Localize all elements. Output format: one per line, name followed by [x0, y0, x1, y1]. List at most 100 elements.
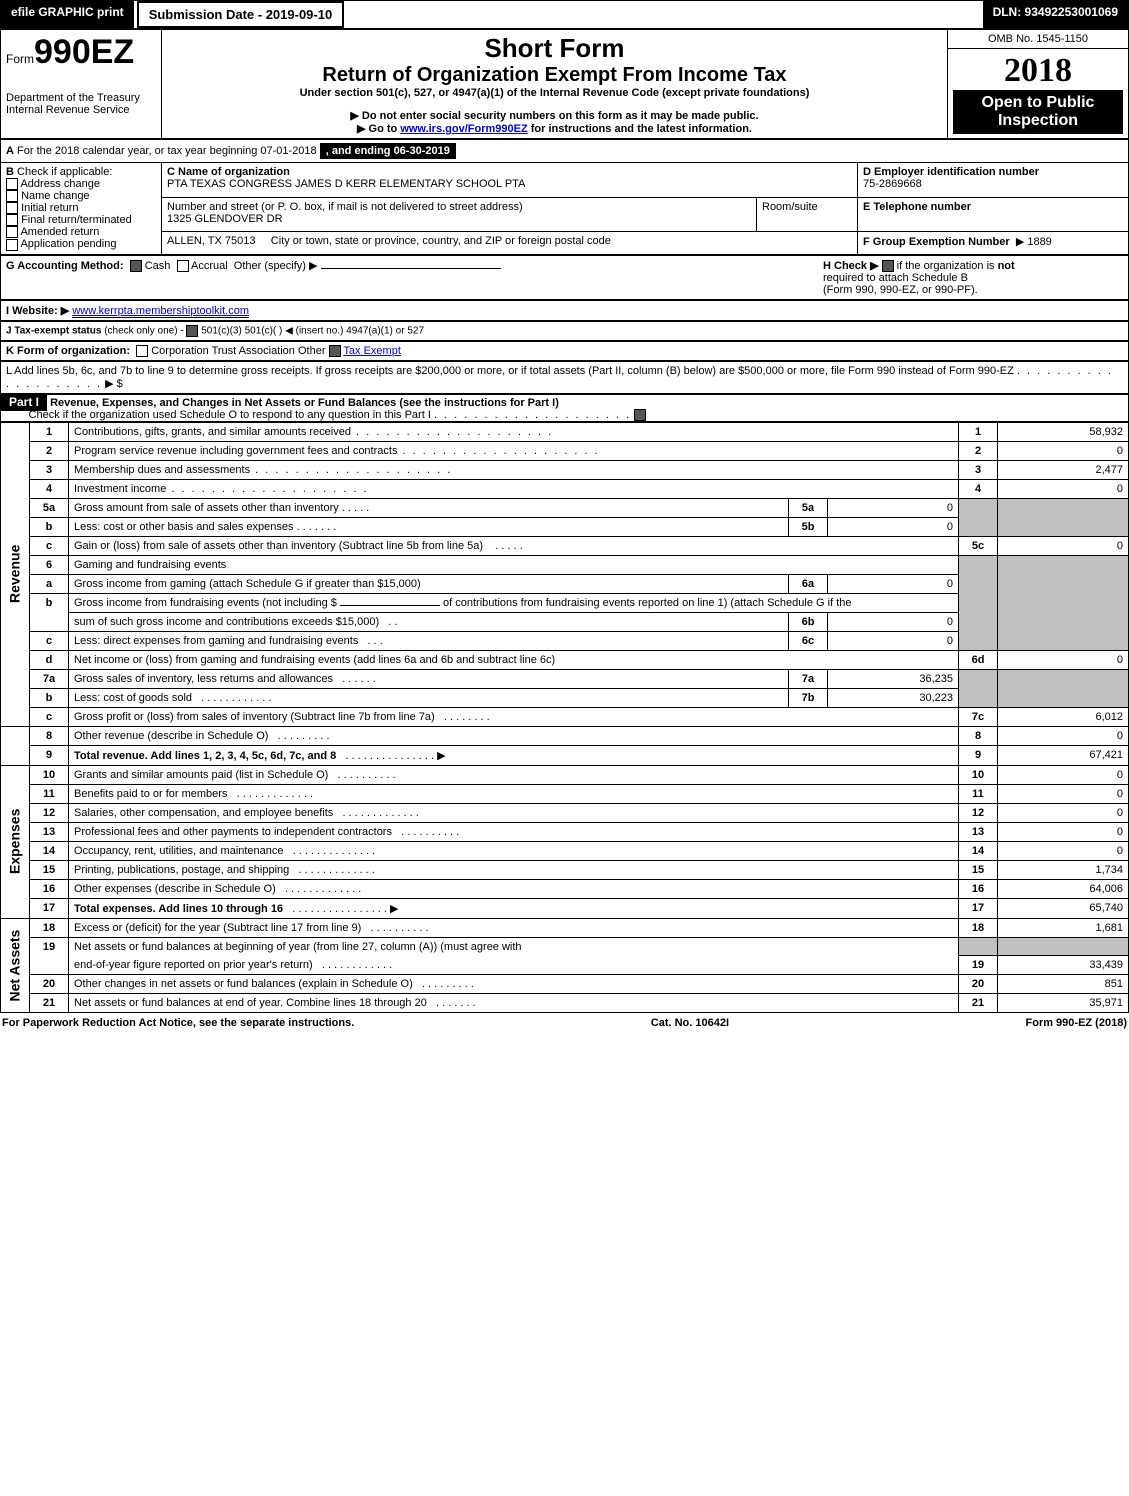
chk-accrual[interactable]	[177, 260, 189, 272]
tax-year: 2018	[953, 52, 1123, 90]
line-9-text: Total revenue. Add lines 1, 2, 3, 4, 5c,…	[74, 750, 336, 762]
efile-print-button[interactable]: efile GRAPHIC print	[1, 1, 135, 28]
line-1-amt: 58,932	[998, 422, 1129, 441]
opt-amended-return: Amended return	[20, 226, 99, 238]
l-arrow: ▶ $	[105, 378, 123, 390]
j-note: (check only one) -	[104, 325, 186, 336]
footer-left: For Paperwork Reduction Act Notice, see …	[2, 1017, 354, 1029]
h-text3: (Form 990, 990-EZ, or 990-PF).	[823, 284, 978, 296]
line-6c-subnum: 6c	[789, 631, 828, 650]
form-prefix: Form	[6, 52, 34, 66]
line-10-text: Grants and similar amounts paid (list in…	[74, 769, 328, 781]
line-7c-ref: 7c	[959, 707, 998, 726]
line-7b-subnum: 7b	[789, 688, 828, 707]
line-17-num: 17	[30, 898, 69, 918]
line-5c-text: Gain or (loss) from sale of assets other…	[74, 540, 483, 552]
part1-heading: Revenue, Expenses, and Changes in Net As…	[50, 397, 559, 409]
line-8-text: Other revenue (describe in Schedule O)	[74, 730, 268, 742]
line-5a-subnum: 5a	[789, 498, 828, 517]
line-a-text: For the 2018 calendar year, or tax year …	[17, 145, 317, 157]
part1-table: Revenue 1 Contributions, gifts, grants, …	[0, 422, 1129, 1014]
addr-value: 1325 GLENDOVER DR	[167, 213, 283, 225]
chk-k-other[interactable]	[329, 345, 341, 357]
chk-cash[interactable]	[130, 260, 142, 272]
h-label: H Check ▶	[823, 260, 879, 272]
line-21-ref: 21	[959, 994, 998, 1013]
footer-right: Form 990-EZ (2018)	[1026, 1017, 1127, 1029]
j-label: J Tax-exempt status	[6, 325, 101, 336]
chk-amended-return[interactable]	[6, 226, 18, 238]
line-5a-num: 5a	[30, 498, 69, 517]
line-20-amt: 851	[998, 975, 1129, 994]
line-16-num: 16	[30, 879, 69, 898]
line-5a-subamt: 0	[828, 498, 959, 517]
line-6d-ref: 6d	[959, 650, 998, 669]
form-header: Form990EZ Department of the Treasury Int…	[0, 29, 1129, 139]
dept-treasury: Department of the Treasury	[6, 92, 156, 104]
city-label: City or town, state or province, country…	[271, 235, 611, 247]
chk-name-change[interactable]	[6, 190, 18, 202]
chk-schedule-o[interactable]	[634, 409, 646, 421]
h-text2: required to attach Schedule B	[823, 272, 968, 284]
h-not: not	[998, 260, 1015, 272]
line-17-amt: 65,740	[998, 898, 1129, 918]
line-6b-blank[interactable]	[340, 605, 440, 606]
line-10-amt: 0	[998, 765, 1129, 784]
chk-application-pending[interactable]	[6, 239, 18, 251]
website-link[interactable]: www.kerrpta.membershiptoolkit.com	[72, 305, 249, 318]
form-number: Form990EZ	[6, 33, 156, 72]
line-6a-subnum: 6a	[789, 574, 828, 593]
line-5b-num: b	[30, 517, 69, 536]
line-7a-text: Gross sales of inventory, less returns a…	[74, 673, 333, 685]
line-21-num: 21	[30, 994, 69, 1013]
line-2-ref: 2	[959, 441, 998, 460]
line-4-amt: 0	[998, 479, 1129, 498]
line-6b-text2: of contributions from fundraising events…	[443, 597, 851, 609]
line-6c-text: Less: direct expenses from gaming and fu…	[74, 635, 358, 647]
j-opts: 501(c)(3) 501(c)( ) ◀ (insert no.) 4947(…	[201, 325, 424, 336]
line-20-num: 20	[30, 975, 69, 994]
form-990ez: 990EZ	[34, 33, 134, 71]
chk-501c3[interactable]	[186, 325, 198, 337]
d-label: D Employer identification number	[863, 166, 1039, 178]
line-6b-subnum: 6b	[789, 612, 828, 631]
line-4-ref: 4	[959, 479, 998, 498]
part1-checkline: Check if the organization used Schedule …	[29, 409, 431, 421]
line-6d-num: d	[30, 650, 69, 669]
line-19-text: Net assets or fund balances at beginning…	[69, 937, 959, 956]
line-5c-num: c	[30, 536, 69, 555]
submission-date: Submission Date - 2019-09-10	[137, 1, 345, 28]
line-18-amt: 1,681	[998, 918, 1129, 937]
line-8-amt: 0	[998, 726, 1129, 745]
chk-h[interactable]	[882, 260, 894, 272]
line-4-text: Investment income	[74, 483, 166, 495]
goto-prefix: ▶ Go to	[357, 123, 400, 135]
line-17-ref: 17	[959, 898, 998, 918]
line-13-num: 13	[30, 822, 69, 841]
other-specify-input[interactable]	[321, 268, 501, 269]
line-7b-text: Less: cost of goods sold	[74, 692, 192, 704]
chk-final-return[interactable]	[6, 214, 18, 226]
chk-initial-return[interactable]	[6, 202, 18, 214]
line-5a-text: Gross amount from sale of assets other t…	[74, 502, 339, 514]
line-14-text: Occupancy, rent, utilities, and maintena…	[74, 845, 284, 857]
line-6a-subamt: 0	[828, 574, 959, 593]
line-19-text2: end-of-year figure reported on prior yea…	[74, 959, 313, 971]
chk-corporation[interactable]	[136, 345, 148, 357]
top-bar: efile GRAPHIC print Submission Date - 20…	[0, 0, 1129, 29]
line-5b-subnum: 5b	[789, 517, 828, 536]
line-2-num: 2	[30, 441, 69, 460]
chk-address-change[interactable]	[6, 178, 18, 190]
h-text1: if the organization is	[897, 260, 998, 272]
tax-exempt-link[interactable]: Tax Exempt	[343, 345, 400, 357]
line-17-text: Total expenses. Add lines 10 through 16	[74, 903, 283, 915]
short-form-title: Short Form	[167, 33, 942, 64]
dln-label: DLN: 93492253001069	[983, 1, 1128, 28]
irs-link[interactable]: www.irs.gov/Form990EZ	[400, 123, 527, 135]
line-6b-num: b	[30, 593, 69, 631]
line-6b-text1: Gross income from fundraising events (no…	[74, 597, 340, 609]
line-20-ref: 20	[959, 975, 998, 994]
line-9-amt: 67,421	[998, 745, 1129, 765]
line-14-ref: 14	[959, 841, 998, 860]
line-1-text: Contributions, gifts, grants, and simila…	[74, 426, 351, 438]
